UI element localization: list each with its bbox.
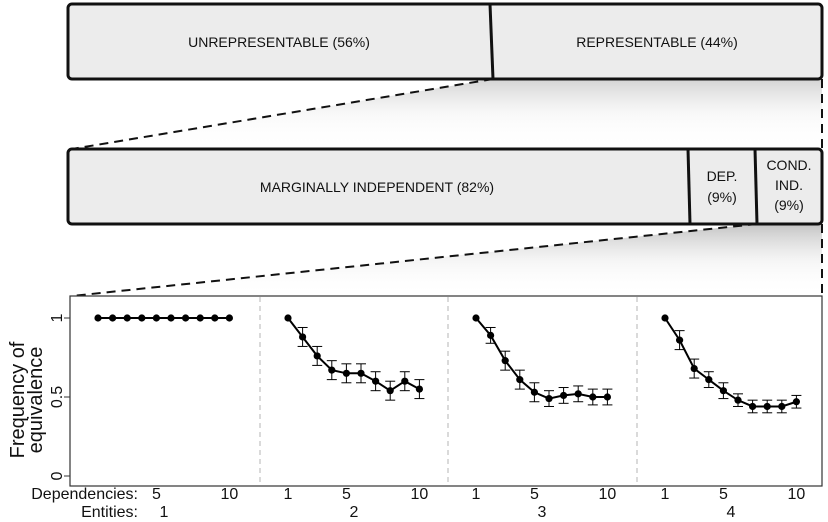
x-axis-label-entities: Entities: xyxy=(81,504,138,521)
entities-label: 1 xyxy=(160,504,169,521)
x-tick-label: 1 xyxy=(661,486,670,503)
middle-bar-dep-label-line1: DEP. xyxy=(707,168,738,184)
x-axis-label-dependencies: Dependencies: xyxy=(31,486,138,503)
data-point xyxy=(357,369,365,377)
data-point xyxy=(545,394,553,403)
x-tick-label: 5 xyxy=(152,486,161,503)
y-axis-label-line1: Frequency of xyxy=(7,341,29,458)
y-tick-label: 1 xyxy=(49,313,66,322)
data-point xyxy=(487,331,495,339)
data-point xyxy=(94,314,102,322)
data-point xyxy=(284,314,292,322)
x-tick-label: 5 xyxy=(342,486,351,503)
middle-bar-condind-label-line3: (9%) xyxy=(774,197,804,213)
data-point xyxy=(372,377,380,385)
plot-frame xyxy=(69,295,823,487)
top-bar-frame xyxy=(66,2,824,81)
data-point xyxy=(589,393,597,401)
series-line xyxy=(664,317,797,408)
data-point xyxy=(196,314,204,322)
entities-label: 4 xyxy=(727,504,736,521)
y-tick-label: 0 xyxy=(49,471,66,480)
x-tick-label: 10 xyxy=(411,486,429,503)
series-line xyxy=(287,317,420,392)
data-point xyxy=(225,314,233,322)
data-point xyxy=(299,333,307,341)
data-point xyxy=(472,314,480,322)
middle-bar-frame xyxy=(66,147,824,226)
middle-bar-condind-label-line2: IND. xyxy=(775,177,803,193)
middle-bar-dep-label-line2: (9%) xyxy=(707,189,737,205)
data-point xyxy=(415,385,423,393)
data-point xyxy=(342,369,350,377)
data-point xyxy=(313,352,321,360)
middle-bar-divider-1 xyxy=(686,148,692,225)
data-point xyxy=(778,402,786,411)
data-point xyxy=(749,402,757,411)
data-point xyxy=(530,388,539,396)
data-point xyxy=(211,314,219,322)
data-point xyxy=(109,314,117,322)
data-point xyxy=(676,336,684,344)
data-point xyxy=(603,393,612,401)
data-point xyxy=(719,387,728,395)
connector-mid-left xyxy=(71,223,758,297)
y-axis-label: Frequency of equivalence xyxy=(7,341,47,458)
data-point xyxy=(705,376,713,384)
top-bar-divider xyxy=(488,3,495,80)
data-point xyxy=(386,387,394,395)
funnel-shade-upper xyxy=(72,79,822,149)
data-point xyxy=(152,314,160,322)
top-bar-unrepresentable-label: UNREPRESENTABLE (56%) xyxy=(188,34,370,50)
x-tick-label: 10 xyxy=(788,486,806,503)
data-point xyxy=(138,314,146,322)
connector-top-left xyxy=(71,78,494,150)
x-tick-label: 1 xyxy=(472,486,481,503)
x-tick-label: 1 xyxy=(284,486,293,503)
x-tick-label: 10 xyxy=(221,486,239,503)
series-line xyxy=(475,317,608,400)
top-bar: UNREPRESENTABLE (56%) REPRESENTABLE (44%… xyxy=(66,2,824,81)
data-point xyxy=(328,366,336,374)
data-point xyxy=(690,364,698,373)
top-bar-representable-label: REPRESENTABLE (44%) xyxy=(576,34,738,50)
entities-label: 2 xyxy=(350,504,359,521)
data-point xyxy=(123,314,131,322)
data-point xyxy=(401,377,409,385)
x-tick-label: 5 xyxy=(530,486,539,503)
data-point xyxy=(167,314,175,322)
middle-bar: MARGINALLY INDEPENDENT (82%) DEP. (9%) C… xyxy=(66,147,824,226)
entities-label: 3 xyxy=(538,504,547,521)
y-axis-label-line2: equivalence xyxy=(25,347,47,454)
y-tick-label: 0.5 xyxy=(49,386,66,408)
middle-bar-condind-label-line1: COND. xyxy=(766,157,811,173)
middle-bar-divider-2 xyxy=(753,148,759,225)
data-point xyxy=(734,396,742,404)
data-point xyxy=(182,314,190,322)
data-point xyxy=(661,314,669,322)
data-point xyxy=(560,391,568,400)
data-point xyxy=(763,402,771,411)
x-tick-label: 5 xyxy=(719,486,728,503)
data-point xyxy=(501,357,509,365)
data-point xyxy=(574,390,582,398)
funnel-shade-lower xyxy=(72,224,822,296)
data-point xyxy=(516,376,524,384)
x-tick-label: 10 xyxy=(599,486,617,503)
middle-bar-independent-label: MARGINALLY INDEPENDENT (82%) xyxy=(260,179,494,195)
data-point xyxy=(792,398,801,406)
